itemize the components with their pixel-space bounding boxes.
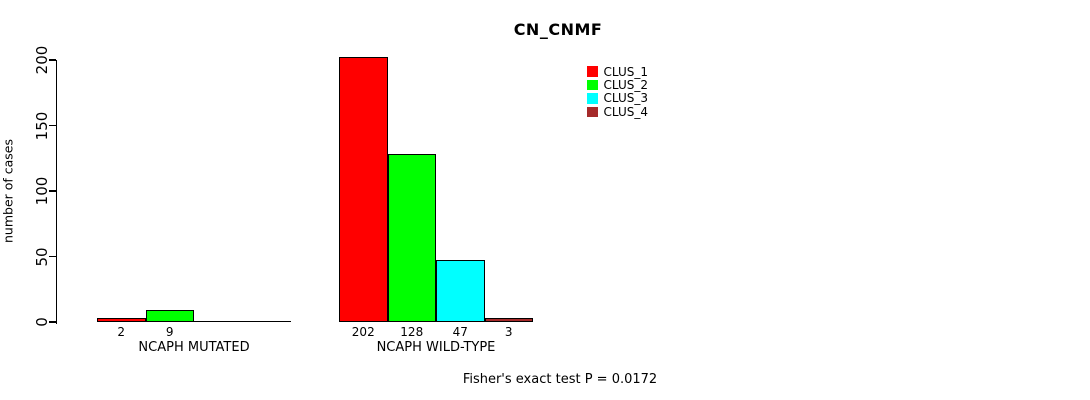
bar-value-label: 3 [504, 325, 513, 339]
chart-title: CN_CNMF [513, 20, 603, 39]
bar-value-label: 9 [165, 325, 174, 339]
legend-item-CLUS_4: CLUS_4 [587, 105, 648, 118]
y-axis-tick-label: 200 [33, 45, 51, 75]
y-axis-tick-label: 0 [33, 317, 51, 327]
y-axis-label: number of cases [0, 138, 16, 244]
legend-label: CLUS_2 [603, 78, 649, 93]
legend-item-CLUS_2: CLUS_2 [587, 78, 648, 91]
bar-CLUS_2 [387, 154, 436, 322]
y-axis-tick-label: 50 [33, 246, 51, 267]
bar-value-label: 128 [400, 325, 424, 339]
x-baseline [97, 320, 291, 322]
y-axis-tick [48, 190, 56, 192]
legend-label: CLUS_4 [603, 104, 649, 119]
x-group-label: NCAPH WILD-TYPE [376, 340, 496, 355]
bar-value-label: 202 [351, 325, 375, 339]
bar-CLUS_1 [339, 57, 388, 322]
x-group-label: NCAPH MUTATED [138, 340, 250, 355]
bar-CLUS_3 [436, 260, 485, 322]
legend: CLUS_1 CLUS_2 CLUS_3 CLUS_4 [587, 65, 648, 119]
y-axis-tick-label: 100 [33, 176, 51, 206]
y-axis-tick [48, 321, 56, 323]
bar-CLUS_1 [97, 318, 146, 322]
legend-swatch-icon [587, 106, 598, 118]
legend-swatch-icon [587, 93, 598, 104]
y-axis-tick [48, 59, 56, 61]
y-axis-tick [48, 255, 56, 258]
legend-swatch-icon [587, 66, 598, 77]
y-axis-line [55, 60, 57, 324]
bar-value-label: 47 [452, 325, 468, 339]
fisher-test-annotation: Fisher's exact test P = 0.0172 [462, 372, 658, 387]
y-axis-tick-label: 150 [33, 111, 51, 140]
legend-label: CLUS_1 [603, 64, 649, 79]
legend-item-CLUS_1: CLUS_1 [587, 65, 648, 78]
bar-CLUS_4 [484, 318, 533, 322]
y-axis-tick [48, 124, 56, 127]
bar-CLUS_2 [145, 310, 194, 322]
legend-item-CLUS_3: CLUS_3 [587, 92, 648, 105]
legend-swatch-icon [587, 79, 598, 91]
legend-label: CLUS_3 [603, 91, 649, 106]
bar-value-label: 2 [117, 325, 126, 339]
